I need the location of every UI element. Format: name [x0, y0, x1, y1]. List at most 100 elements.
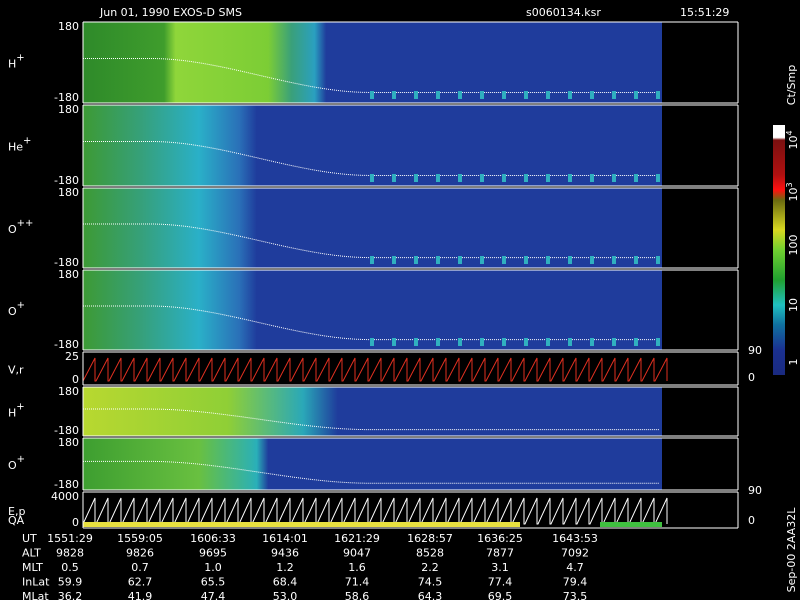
y-tick-label: 180 [58, 20, 79, 33]
burst [458, 91, 462, 99]
cell: 58.6 [345, 590, 370, 600]
y-tick-label: 180 [58, 436, 79, 449]
trace [82, 357, 668, 382]
cell: 1628:57 [407, 532, 453, 545]
y-tick-label: 180 [58, 103, 79, 116]
y-tick-label: -180 [54, 478, 79, 491]
row-label: MLat [22, 590, 49, 600]
burst [414, 338, 418, 346]
burst [612, 338, 616, 346]
burst [480, 91, 484, 99]
cell: 41.9 [128, 590, 153, 600]
spectrogram [83, 438, 662, 490]
spectrogram [83, 22, 662, 103]
colorbar-label: 100 [787, 235, 800, 256]
row-label: MLT [22, 561, 43, 574]
burst [480, 338, 484, 346]
trace [82, 497, 668, 525]
pitch-curve [83, 408, 659, 431]
burst [546, 91, 550, 99]
spectrogram [83, 188, 662, 268]
label-base: 10 [787, 298, 800, 312]
y2-tick-label: 90 [748, 484, 762, 497]
cell: 8528 [416, 547, 444, 560]
y-tick-label: 0 [72, 373, 79, 386]
cell: 74.5 [418, 576, 443, 589]
colorbar-unit: Ct/Smp [785, 65, 798, 105]
panel-label: V,r [8, 364, 24, 377]
label-text: V,r [8, 364, 24, 377]
y2-tick-label: 0 [748, 371, 755, 384]
burst [392, 256, 396, 264]
burst [612, 174, 616, 182]
cell: 64.3 [418, 590, 443, 600]
cell: 71.4 [345, 576, 370, 589]
burst [502, 256, 506, 264]
label-sup: + [23, 136, 31, 147]
panel-label: O+ [8, 454, 25, 472]
burst [370, 91, 374, 99]
cell: 0.5 [61, 561, 79, 574]
burst [590, 91, 594, 99]
burst [590, 174, 594, 182]
cell: 77.4 [488, 576, 513, 589]
cell: 1614:01 [262, 532, 308, 545]
burst [612, 91, 616, 99]
y-tick-label: -180 [54, 91, 79, 104]
burst [370, 256, 374, 264]
burst [480, 256, 484, 264]
burst [568, 256, 572, 264]
colorbar-label: 10 [787, 298, 800, 312]
burst [656, 91, 660, 99]
y-tick-label: 180 [58, 268, 79, 281]
burst [656, 256, 660, 264]
cell: 7092 [561, 547, 589, 560]
cell: 73.5 [563, 590, 588, 600]
y-tick-label: -180 [54, 424, 79, 437]
label-text: O [8, 223, 17, 236]
label-text: H [8, 58, 16, 71]
burst [590, 338, 594, 346]
burst [392, 174, 396, 182]
label-sup: + [16, 53, 24, 64]
qa-bar [83, 522, 520, 527]
label-sup: + [17, 300, 25, 311]
y-tick-label: 25 [65, 350, 79, 363]
label-base: 1 [787, 359, 800, 366]
burst [370, 174, 374, 182]
pitch-curve [83, 223, 659, 259]
burst [414, 91, 418, 99]
colorbar-label: 104 [785, 130, 800, 149]
y2-tick-label: 90 [748, 344, 762, 357]
file-time: 15:51:29 [680, 6, 729, 19]
cell: 0.7 [131, 561, 149, 574]
burst [436, 338, 440, 346]
cell: 1.6 [348, 561, 366, 574]
burst [414, 174, 418, 182]
cell: 1.0 [204, 561, 222, 574]
pitch-curve [83, 57, 659, 93]
cell: 2.2 [421, 561, 439, 574]
panel-label: QA [8, 514, 25, 527]
label-base: 10 [787, 136, 800, 150]
row-label: InLat [22, 576, 50, 589]
burst [546, 256, 550, 264]
cell: 9826 [126, 547, 154, 560]
y-tick-label: -180 [54, 338, 79, 351]
label-text: O [8, 459, 17, 472]
cell: 69.5 [488, 590, 513, 600]
pitch-curve [83, 140, 659, 176]
burst [502, 91, 506, 99]
burst [436, 174, 440, 182]
burst [458, 174, 462, 182]
burst [502, 174, 506, 182]
panel-label: O+ [8, 300, 25, 318]
burst [568, 91, 572, 99]
y-tick-label: -180 [54, 256, 79, 269]
cell: 4.7 [566, 561, 584, 574]
y-tick-label: 4000 [51, 490, 79, 503]
pitch-curve [83, 305, 659, 341]
colorbar-label: 103 [785, 182, 800, 201]
label-sup: 4 [785, 130, 794, 135]
